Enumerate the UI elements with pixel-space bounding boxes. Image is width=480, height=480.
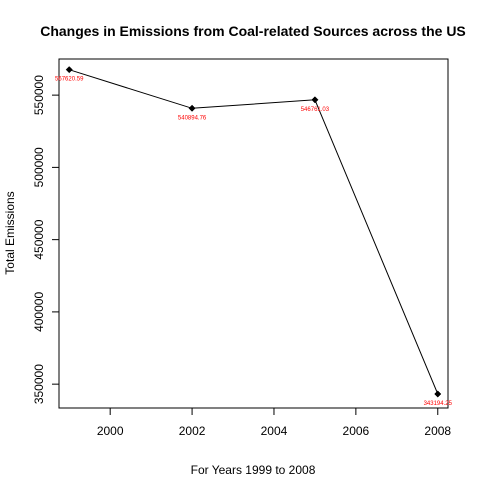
x-tick-label: 2008: [424, 424, 451, 438]
data-point: [311, 96, 319, 104]
data-label: 567620.59: [55, 77, 84, 83]
data-labels: 567620.59 540894.76 546761.03 343194.25: [55, 77, 453, 407]
data-point: [65, 66, 73, 74]
y-tick-label: 350000: [32, 364, 46, 404]
y-tick-label: 450000: [32, 219, 46, 259]
data-point: [434, 390, 442, 398]
data-points: [65, 66, 442, 398]
x-tick-label: 2006: [343, 424, 370, 438]
y-tick-label: 500000: [32, 147, 46, 187]
data-label: 546761.03: [301, 107, 330, 113]
plot-area-frame: [58, 58, 449, 409]
x-tick-label: 2000: [97, 424, 124, 438]
y-axis-label: Total Emissions: [3, 191, 17, 274]
y-axis: 350000 400000 450000 500000 550000: [32, 75, 59, 404]
x-tick-label: 2002: [179, 424, 206, 438]
chart-title: Changes in Emissions from Coal-related S…: [40, 23, 466, 39]
x-tick-label: 2004: [261, 424, 288, 438]
x-axis-label: For Years 1999 to 2008: [191, 463, 316, 477]
series-line: [69, 69, 439, 395]
data-label: 540894.76: [178, 115, 207, 121]
y-tick-label: 550000: [32, 75, 46, 115]
x-axis: 2000 2002 2004 2006 2008: [97, 408, 451, 438]
y-tick-label: 400000: [32, 292, 46, 332]
data-label: 343194.25: [424, 401, 453, 407]
data-point: [188, 104, 196, 112]
